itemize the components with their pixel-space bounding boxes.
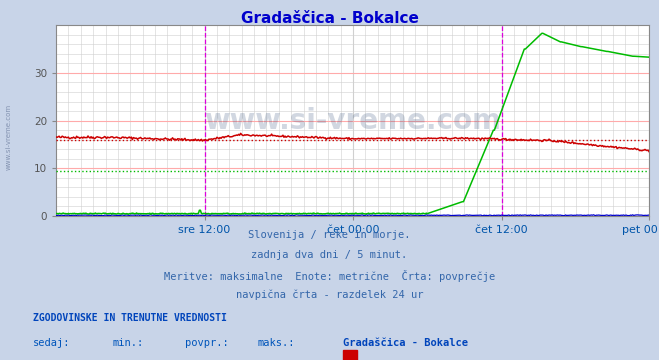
Text: povpr.:: povpr.: xyxy=(185,338,228,348)
Text: www.si-vreme.com: www.si-vreme.com xyxy=(5,104,12,170)
Text: Slovenija / reke in morje.: Slovenija / reke in morje. xyxy=(248,230,411,240)
Text: navpična črta - razdelek 24 ur: navpična črta - razdelek 24 ur xyxy=(236,290,423,300)
Text: maks.:: maks.: xyxy=(257,338,295,348)
Text: sedaj:: sedaj: xyxy=(33,338,71,348)
Text: www.si-vreme.com: www.si-vreme.com xyxy=(204,107,501,135)
Text: Gradaščica - Bokalce: Gradaščica - Bokalce xyxy=(343,338,468,348)
Text: zadnja dva dni / 5 minut.: zadnja dva dni / 5 minut. xyxy=(251,250,408,260)
Text: Meritve: maksimalne  Enote: metrične  Črta: povprečje: Meritve: maksimalne Enote: metrične Črta… xyxy=(164,270,495,282)
Text: Gradaščica - Bokalce: Gradaščica - Bokalce xyxy=(241,11,418,26)
Text: min.:: min.: xyxy=(112,338,143,348)
Text: ZGODOVINSKE IN TRENUTNE VREDNOSTI: ZGODOVINSKE IN TRENUTNE VREDNOSTI xyxy=(33,313,227,323)
